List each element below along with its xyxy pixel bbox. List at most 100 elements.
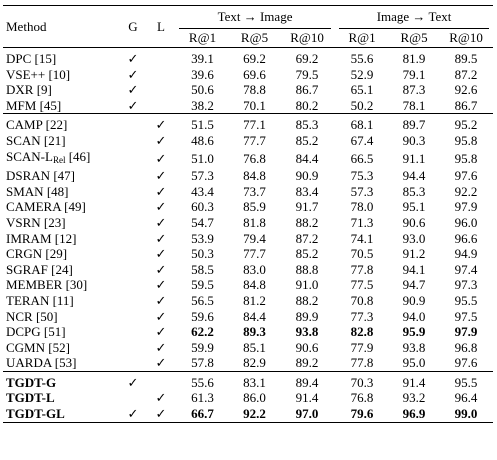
table-row: CAMP [22] ✓ 51.5 77.1 85.3 68.1 89.7 95.2 xyxy=(3,113,494,133)
metric-value: 66.5 xyxy=(350,150,374,166)
metric-value: 70.1 xyxy=(243,97,266,113)
check-icon: ✓ xyxy=(155,132,167,148)
method-citation: [46] xyxy=(65,148,91,164)
metric-value: 75.3 xyxy=(350,168,374,184)
metric-value: 79.1 xyxy=(402,66,426,82)
header-metric: R@5 xyxy=(400,30,428,45)
check-icon: ✓ xyxy=(155,150,167,166)
header-metric: R@1 xyxy=(348,30,376,45)
method-name: VSRN [23] xyxy=(3,215,119,231)
method-label: TGDT-L xyxy=(6,390,55,406)
metric-value: 70.5 xyxy=(350,246,374,262)
metric-value: 92.2 xyxy=(454,183,478,199)
metric-value: 74.1 xyxy=(350,230,374,246)
local-check-cell: ✓ xyxy=(147,262,175,278)
check-icon: ✓ xyxy=(127,406,139,422)
check-icon: ✓ xyxy=(155,230,167,246)
metric-value: 96.4 xyxy=(454,390,478,406)
local-check-cell: ✓ xyxy=(147,113,175,133)
method-label: VSE++ [10] xyxy=(6,66,71,82)
table-row: VSRN [23] ✓ 54.7 81.8 88.2 71.3 90.6 96.0 xyxy=(3,215,493,231)
method-name: CRGN [29] xyxy=(3,246,119,262)
local-check-cell: ✓ xyxy=(147,390,175,406)
metric-value: 96.9 xyxy=(389,406,440,423)
metric-value: 82.9 xyxy=(243,355,266,371)
header-method: Method xyxy=(3,5,119,48)
check-icon: ✓ xyxy=(155,117,167,133)
global-check-cell xyxy=(119,231,147,247)
metric-value: 59.6 xyxy=(191,308,214,324)
metric-value: 95.8 xyxy=(454,150,478,166)
check-icon: ✓ xyxy=(127,82,139,98)
global-check-cell xyxy=(119,246,147,262)
metric-value: 91.7 xyxy=(295,199,319,215)
metric-value: 86.7 xyxy=(454,97,478,113)
metric-value: 48.6 xyxy=(191,132,214,148)
metric-value: 97.4 xyxy=(454,261,478,277)
global-check-cell xyxy=(119,340,147,356)
table-row: DXR [9] ✓ 50.6 78.8 86.7 65.1 87.3 92.6 xyxy=(3,82,493,98)
local-check-cell: ✓ xyxy=(147,231,175,247)
metric-value: 94.9 xyxy=(454,246,478,262)
local-check-cell: ✓ xyxy=(147,340,175,356)
metric-value: 89.4 xyxy=(279,370,336,391)
global-check-cell xyxy=(119,113,147,133)
method-name: MEMBER [30] xyxy=(3,277,119,293)
metric-value: 77.7 xyxy=(243,132,266,148)
check-icon: ✓ xyxy=(155,324,167,340)
method-name: TGDT-GL xyxy=(3,406,119,423)
table-row: CAMERA [49] ✓ 60.3 85.9 91.7 78.0 95.1 97.9 xyxy=(3,199,493,215)
method-name: NCR [50] xyxy=(3,309,119,325)
method-label: CAMP [22] xyxy=(6,117,68,133)
metric-value: 92.6 xyxy=(454,82,478,98)
method-label: VSRN [23] xyxy=(6,214,66,230)
metric-value: 79.4 xyxy=(243,230,266,246)
local-check-cell xyxy=(147,98,175,114)
metric-value: 97.0 xyxy=(279,406,336,423)
metric-value: 76.8 xyxy=(243,150,266,166)
method-name: SCAN-LRel [46] xyxy=(3,149,119,169)
metric-value: 62.2 xyxy=(191,324,214,340)
local-check-cell: ✓ xyxy=(147,355,175,371)
metric-value: 97.3 xyxy=(454,277,478,293)
header-g: G xyxy=(119,5,147,48)
method-label: SCAN [21] xyxy=(6,132,66,148)
metric-value: 81.9 xyxy=(389,46,440,67)
metric-value: 55.6 xyxy=(335,46,390,67)
metric-value: 43.4 xyxy=(191,183,214,199)
global-check-cell: ✓ xyxy=(119,98,147,114)
check-icon: ✓ xyxy=(155,261,167,277)
method-label: NCR [50] xyxy=(6,308,58,324)
header-l: L xyxy=(147,5,175,48)
method-label: MFM [45] xyxy=(6,97,62,113)
metric-value: 51.0 xyxy=(191,150,214,166)
metric-value: 73.7 xyxy=(243,183,266,199)
metric-value: 78.1 xyxy=(402,97,426,113)
metric-value: 97.6 xyxy=(454,355,478,371)
global-check-cell xyxy=(119,262,147,278)
metric-value: 89.5 xyxy=(439,46,494,67)
metric-value: 85.1 xyxy=(243,339,266,355)
metric-value: 95.1 xyxy=(402,199,426,215)
metric-value: 83.0 xyxy=(243,261,266,277)
method-name: SMAN [48] xyxy=(3,184,119,200)
metric-value: 58.5 xyxy=(191,261,214,277)
metric-value: 69.2 xyxy=(279,46,336,67)
metric-value: 69.2 xyxy=(230,46,279,67)
method-label: SGRAF [24] xyxy=(6,261,73,277)
local-check-cell: ✓ xyxy=(147,149,175,169)
metric-value: 91.0 xyxy=(295,277,319,293)
local-check-cell xyxy=(147,82,175,98)
metric-value: 66.7 xyxy=(175,406,230,423)
method-label: CRGN [29] xyxy=(6,246,68,262)
global-check-cell xyxy=(119,133,147,149)
metric-value: 77.9 xyxy=(350,339,374,355)
metric-value: 87.3 xyxy=(402,82,426,98)
metric-value: 93.8 xyxy=(402,339,426,355)
global-check-cell xyxy=(119,199,147,215)
local-check-cell xyxy=(147,370,175,391)
metric-value: 91.4 xyxy=(295,390,319,406)
local-check-cell xyxy=(147,67,175,83)
header-metric: R@10 xyxy=(449,30,483,45)
metric-value: 57.3 xyxy=(191,168,214,184)
